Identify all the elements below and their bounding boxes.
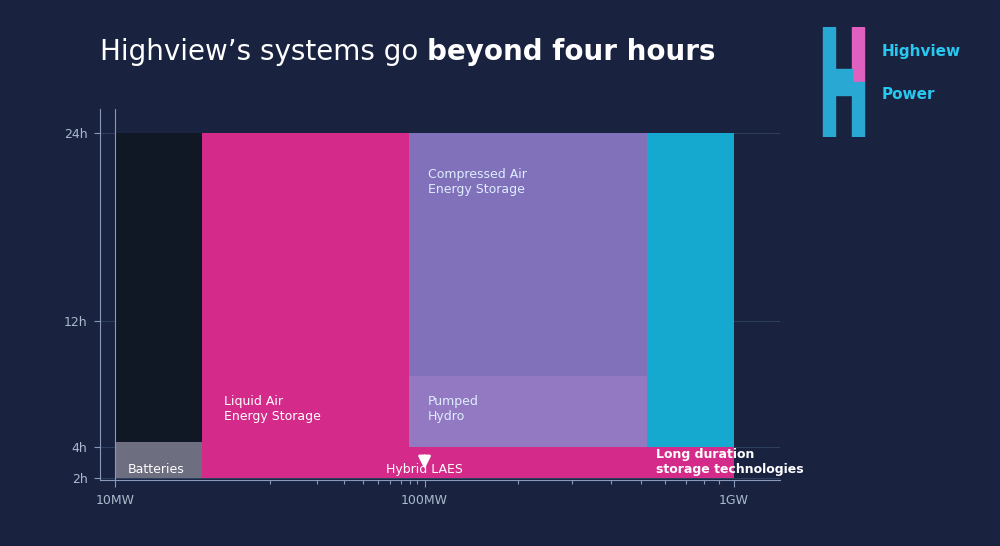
Text: Batteries: Batteries (128, 463, 185, 476)
Bar (115, 133, 202, 442)
Text: Highview’s systems go: Highview’s systems go (100, 38, 427, 66)
Text: Hybrid LAES: Hybrid LAES (386, 463, 463, 476)
Text: Compressed Air
Energy Storage: Compressed Air Energy Storage (428, 168, 527, 195)
Bar (409, 133, 647, 376)
Text: Power: Power (882, 87, 936, 102)
Text: Highview: Highview (882, 44, 961, 58)
Bar (823, 27, 835, 136)
Bar (647, 133, 734, 447)
Text: Long duration
storage technologies: Long duration storage technologies (656, 448, 804, 476)
Bar (115, 442, 202, 478)
Text: Liquid Air
Energy Storage: Liquid Air Energy Storage (224, 395, 321, 423)
Bar (202, 133, 734, 478)
Bar (409, 376, 647, 447)
Text: beyond four hours: beyond four hours (427, 38, 716, 66)
Text: Pumped
Hydro: Pumped Hydro (428, 395, 479, 423)
Bar (852, 27, 864, 82)
Bar (852, 82, 864, 136)
Bar (835, 69, 852, 95)
